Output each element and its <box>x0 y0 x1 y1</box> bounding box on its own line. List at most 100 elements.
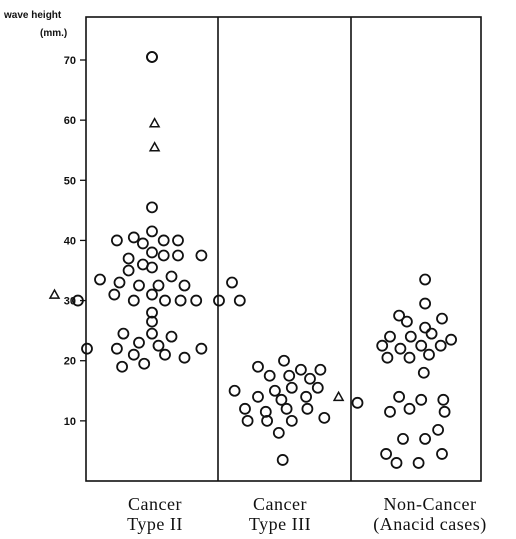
circle-point-84 <box>434 339 447 352</box>
circle-point-46 <box>116 360 128 373</box>
circle-point-23 <box>226 276 238 289</box>
category-label-3-line1: Non-Cancer <box>383 494 477 514</box>
category-label-1-line1: Cancer <box>128 494 182 514</box>
circle-point-77 <box>419 321 432 334</box>
y-axis-unit: (mm.) <box>40 28 68 39</box>
circle-point-4 <box>111 234 123 247</box>
category-label-3: Non-Cancer (Anacid cases) <box>350 494 510 534</box>
circle-point-9 <box>122 252 135 265</box>
circle-point-20 <box>133 279 145 292</box>
circle-point-44 <box>159 348 171 361</box>
circle-point-38 <box>133 336 145 349</box>
category-label-1-line2: Type II <box>127 514 183 534</box>
circle-point-79 <box>404 330 417 343</box>
circle-point-87 <box>403 351 416 364</box>
circle-point-99 <box>397 432 409 445</box>
circle-point-18 <box>94 273 106 286</box>
circle-point-73 <box>419 297 432 310</box>
circle-point-68 <box>285 414 298 427</box>
circle-point-36 <box>117 327 130 340</box>
circle-point-1 <box>146 51 158 63</box>
triangle-point-3 <box>332 390 345 402</box>
circle-point-10 <box>146 246 158 259</box>
y-tick-label-50: 50 <box>64 175 76 187</box>
triangle-point-1 <box>148 141 161 152</box>
circle-point-54 <box>304 372 316 385</box>
circle-point-37 <box>165 330 178 343</box>
triangle-point-2 <box>48 288 61 299</box>
circle-point-71 <box>276 454 289 466</box>
circle-point-97 <box>432 423 445 436</box>
circle-point-95 <box>403 402 416 415</box>
circle-point-80 <box>425 327 438 340</box>
circle-point-22 <box>178 279 191 292</box>
circle-point-15 <box>122 264 135 277</box>
circle-point-100 <box>380 448 393 460</box>
circle-point-62 <box>239 402 251 415</box>
circle-point-43 <box>127 348 140 361</box>
circle-point-3 <box>146 225 158 238</box>
category-label-2: Cancer Type III <box>225 494 335 534</box>
circle-point-65 <box>301 402 314 415</box>
circle-point-42 <box>195 342 208 355</box>
triangle-point-0 <box>148 117 161 128</box>
circle-point-72 <box>419 273 432 286</box>
circle-point-60 <box>275 393 288 406</box>
circle-point-33 <box>146 306 158 319</box>
circle-point-29 <box>174 294 187 307</box>
circle-point-78 <box>384 330 396 343</box>
y-tick-label-10: 10 <box>64 416 76 428</box>
circle-point-40 <box>111 342 123 355</box>
circle-point-32 <box>233 294 246 307</box>
circle-point-11 <box>157 249 170 262</box>
circle-point-83 <box>415 339 428 352</box>
circle-point-16 <box>146 261 158 274</box>
circle-point-90 <box>351 396 364 409</box>
category-label-2-line2: Type III <box>248 514 312 534</box>
y-tick-label-70: 70 <box>64 55 76 67</box>
circle-point-67 <box>261 414 274 427</box>
circle-point-70 <box>272 426 285 439</box>
circle-point-94 <box>384 405 396 418</box>
circle-point-2 <box>146 201 158 214</box>
circle-point-17 <box>165 270 178 283</box>
plot-frame <box>85 16 482 482</box>
circle-point-26 <box>127 294 140 307</box>
circle-point-103 <box>412 457 425 469</box>
circle-point-76 <box>400 315 413 328</box>
category-label-1: Cancer Type II <box>75 494 235 534</box>
circle-point-24 <box>72 294 84 307</box>
circle-point-27 <box>146 288 158 301</box>
circle-point-64 <box>280 402 293 415</box>
circle-point-25 <box>108 288 121 301</box>
circle-point-5 <box>127 231 140 244</box>
circle-point-91 <box>393 390 406 403</box>
circle-point-61 <box>300 390 313 403</box>
circle-point-69 <box>318 411 331 424</box>
circle-point-56 <box>268 384 281 397</box>
circle-point-96 <box>438 405 451 418</box>
y-axis-label: wave height <box>4 10 62 21</box>
circle-point-47 <box>138 357 151 370</box>
circle-point-21 <box>152 279 165 292</box>
circle-point-35 <box>146 327 158 340</box>
circle-point-19 <box>113 276 126 289</box>
y-tick-label-40: 40 <box>64 235 76 247</box>
circle-point-50 <box>263 369 276 382</box>
circle-point-93 <box>437 393 450 406</box>
circle-point-52 <box>314 363 327 376</box>
circle-point-102 <box>390 457 403 469</box>
circle-point-75 <box>436 312 448 325</box>
circle-point-85 <box>445 333 458 346</box>
circle-point-6 <box>136 237 149 250</box>
circle-point-88 <box>423 348 435 361</box>
circle-point-101 <box>436 448 448 460</box>
circle-point-13 <box>195 249 208 262</box>
circle-point-89 <box>417 366 430 379</box>
circle-point-45 <box>178 351 191 364</box>
circle-point-41 <box>152 339 165 352</box>
circle-point-49 <box>252 360 264 373</box>
y-tick-label-60: 60 <box>64 115 76 127</box>
